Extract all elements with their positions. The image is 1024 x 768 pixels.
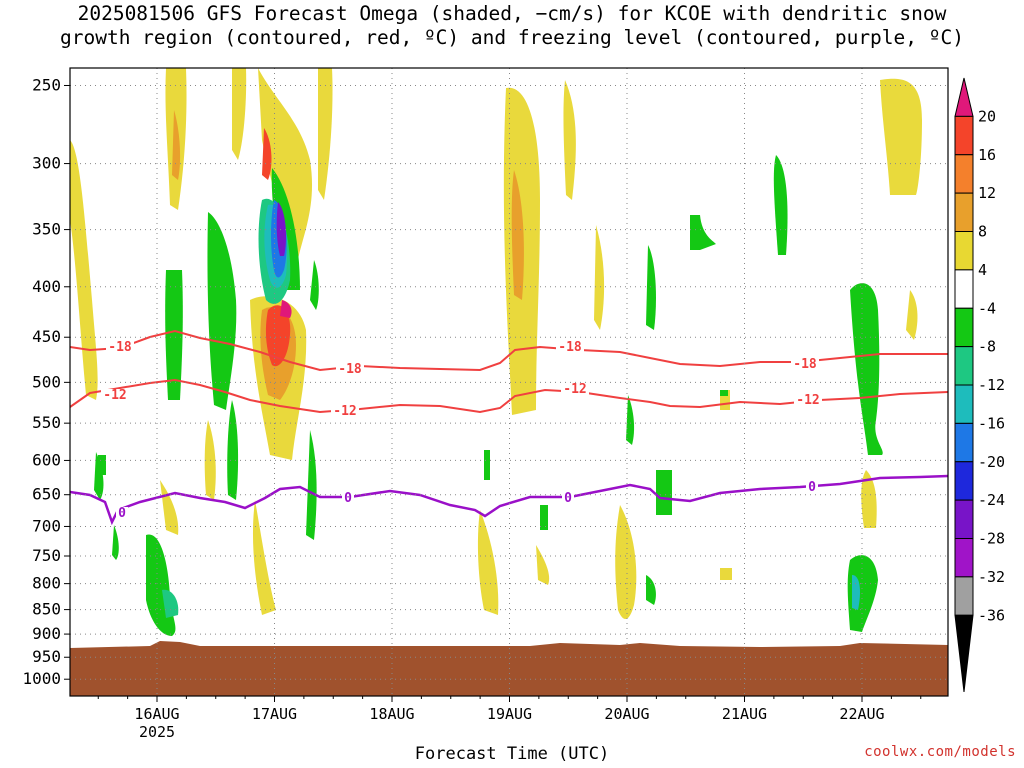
- y-axis: 250 300 350 400 450 500 550 600 650 700 750 800 850 9…: [22, 75, 70, 688]
- y-tick-label: 300: [32, 154, 61, 173]
- x-tick-label: 19AUG: [487, 705, 532, 723]
- dgz-contour-label: -18: [108, 340, 132, 355]
- colorbar-swatch: [954, 422, 974, 463]
- colorbar-label: -12: [978, 376, 1005, 394]
- dgz-contour-label: -12: [103, 388, 126, 403]
- freezing-level-contour: [70, 474, 948, 526]
- colorbar-label: 8: [978, 223, 987, 241]
- dgz-contour-label: -12: [563, 382, 586, 397]
- dgz-contour-label: -12: [333, 404, 356, 419]
- x-axis-label: Forecast Time (UTC): [414, 744, 610, 764]
- x-year-label: 2025: [139, 723, 175, 741]
- contour-label-bg: [556, 341, 584, 354]
- y-tick-label: 650: [32, 485, 61, 504]
- y-tick-label: 900: [32, 624, 61, 643]
- x-tick-label: 20AUG: [604, 705, 649, 723]
- colorbar-swatch: [954, 461, 974, 501]
- contour-label-bg: [806, 481, 818, 494]
- colorbar-swatch: [954, 231, 974, 271]
- colorbar-swatch: [954, 269, 974, 309]
- y-tick-label: 850: [32, 600, 61, 619]
- contour-label-bg: [336, 363, 364, 376]
- contour-label-bg: [562, 492, 574, 505]
- colorbar-label: -8: [978, 338, 996, 356]
- colorbar-label: -16: [978, 414, 1005, 432]
- y-tick-label: 500: [32, 372, 61, 391]
- colorbar-top-arrow: [954, 77, 974, 117]
- watermark: coolwx.com/models: [864, 744, 1016, 760]
- contour-label-bg: [342, 492, 354, 505]
- y-tick-label: 450: [32, 327, 61, 346]
- colorbar-swatch: [954, 192, 974, 232]
- y-tick-label: 800: [32, 574, 61, 593]
- dgz-contour-label: -12: [796, 393, 819, 408]
- colorbar-label: -32: [978, 568, 1005, 586]
- chart-title: 2025081506 GFS Forecast Omega (shaded, −…: [0, 2, 1024, 50]
- dgz-contours: [70, 329, 948, 414]
- colorbar-swatch: [954, 384, 974, 424]
- colorbar: [954, 77, 974, 693]
- colorbar-swatch: [954, 538, 974, 578]
- y-tick-label: 750: [32, 546, 61, 565]
- y-tick-label: 400: [32, 277, 61, 296]
- colorbar-label: -36: [978, 606, 1005, 624]
- title-line-1: 2025081506 GFS Forecast Omega (shaded, −…: [77, 2, 947, 25]
- colorbar-swatch: [954, 154, 974, 194]
- contour-labels: -18 -12 -18 -12 -18 -12 -18 -12 0 0 0 0: [101, 340, 822, 521]
- x-axis: 16AUG 17AUG 18AUG 19AUG 20AUG 21AUG 22AUG 2025: [97, 696, 922, 741]
- freezing-contour-label: 0: [564, 491, 572, 506]
- title-line-2: growth region (contoured, red, ºC) and f…: [60, 26, 964, 49]
- contour-label-bg: [101, 389, 129, 402]
- colorbar-swatch: [954, 307, 974, 348]
- y-tick-label: 350: [32, 220, 61, 239]
- contour-minus-12: [70, 378, 948, 414]
- dgz-contour-label: -18: [793, 357, 817, 372]
- y-tick-label: 250: [32, 75, 61, 94]
- contour-label-bg: [794, 394, 822, 407]
- x-tick-label: 21AUG: [722, 705, 767, 723]
- dgz-contour-label: -18: [558, 340, 582, 355]
- colorbar-label: 4: [978, 261, 987, 279]
- x-tick-label: 18AUG: [369, 705, 414, 723]
- y-tick-label: 700: [32, 516, 61, 535]
- contour-label-bg: [331, 405, 359, 418]
- contour-label-bg: [791, 358, 819, 371]
- colorbar-label: 20: [978, 107, 996, 125]
- colorbar-label: -24: [978, 491, 1005, 509]
- contour-label-bg: [106, 341, 134, 354]
- y-tick-label: 1000: [22, 669, 61, 688]
- colorbar-label: 12: [978, 184, 996, 202]
- colorbar-label: -4: [978, 299, 996, 317]
- freezing-contour-label: 0: [344, 491, 352, 506]
- x-tick-label: 22AUG: [839, 705, 884, 723]
- contour-label-bg: [116, 507, 128, 520]
- dgz-contour-label: -18: [338, 362, 362, 377]
- x-tick-label: 17AUG: [252, 705, 297, 723]
- colorbar-swatch: [954, 115, 974, 156]
- omega-shading: [70, 68, 922, 636]
- colorbar-bottom-arrow: [954, 614, 974, 693]
- colorbar-swatch: [954, 346, 974, 386]
- x-tick-label: 16AUG: [134, 705, 179, 723]
- freezing-contour-label: 0: [118, 506, 126, 521]
- colorbar-swatch: [954, 576, 974, 616]
- y-tick-label: 550: [32, 413, 61, 432]
- colorbar-swatch: [954, 499, 974, 539]
- colorbar-label: 16: [978, 146, 996, 164]
- colorbar-label: -20: [978, 453, 1005, 471]
- contour-minus-18: [70, 329, 948, 372]
- colorbar-labels: 20 16 12 8 4 -4 -8 -12 -16 -20 -24 -28 -32 -36: [978, 107, 1005, 624]
- contour-label-bg: [561, 383, 589, 396]
- colorbar-label: -28: [978, 530, 1005, 548]
- freezing-contour-label: 0: [808, 480, 816, 495]
- y-tick-label: 600: [32, 450, 61, 469]
- y-tick-label: 950: [32, 647, 61, 666]
